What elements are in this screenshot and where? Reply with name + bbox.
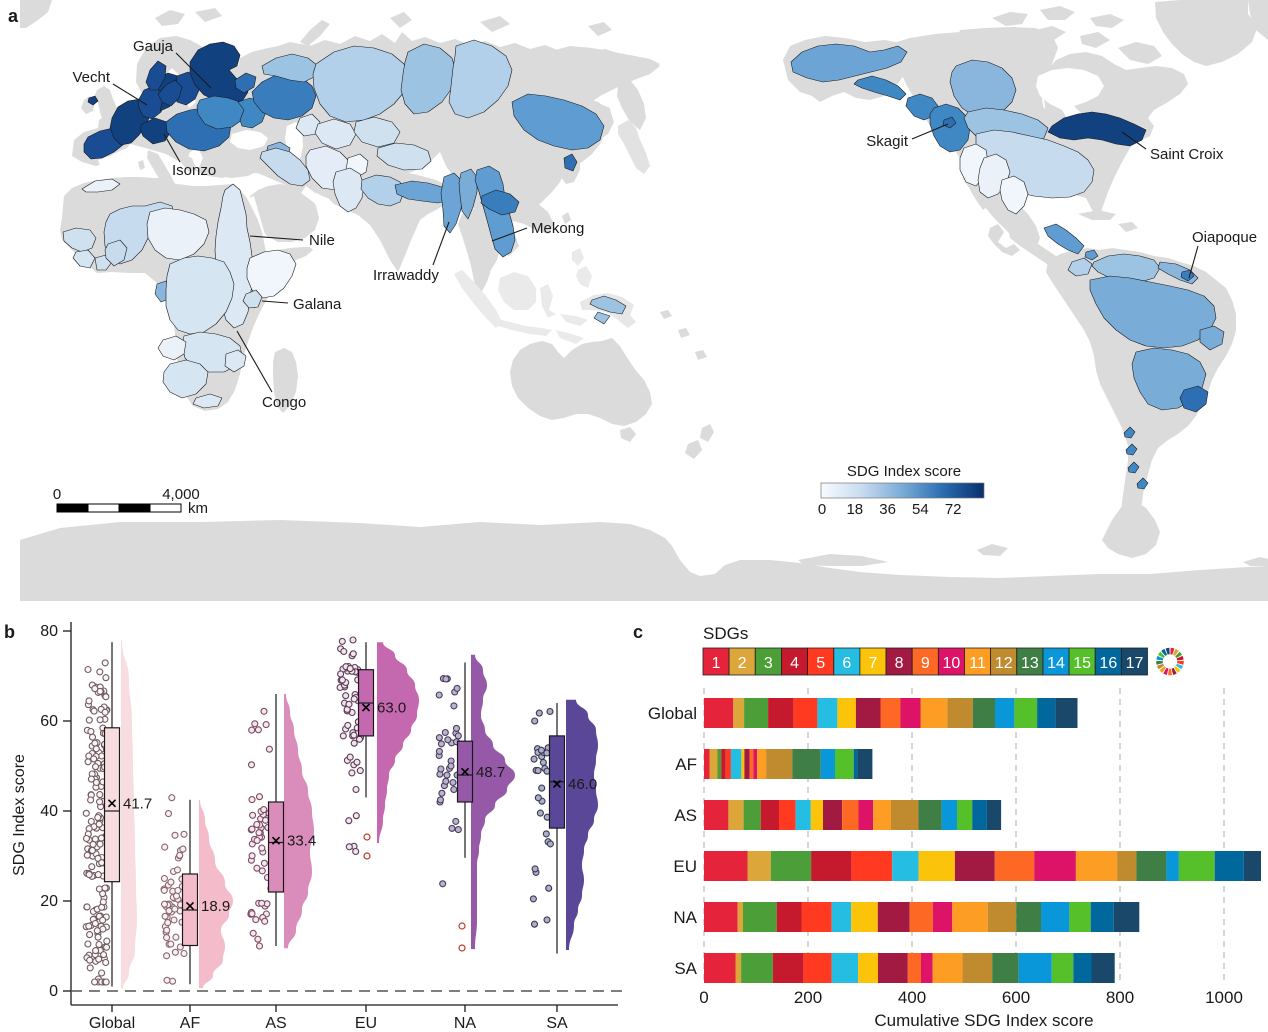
- svg-text:600: 600: [1002, 988, 1030, 1007]
- svg-text:18.9: 18.9: [201, 898, 230, 915]
- svg-text:1: 1: [712, 655, 721, 672]
- svg-text:0: 0: [49, 983, 58, 1000]
- svg-text:33.4: 33.4: [287, 833, 316, 850]
- svg-text:AF: AF: [675, 755, 697, 774]
- svg-text:Cumulative SDG Index score: Cumulative SDG Index score: [874, 1011, 1093, 1030]
- svg-text:Mekong: Mekong: [531, 220, 584, 237]
- svg-text:9: 9: [921, 655, 930, 672]
- svg-text:Isonzo: Isonzo: [172, 162, 216, 179]
- svg-text:60: 60: [40, 713, 58, 730]
- svg-text:4,000: 4,000: [162, 486, 200, 503]
- svg-text:SDG Index score: SDG Index score: [11, 754, 28, 876]
- svg-text:16: 16: [1099, 655, 1117, 672]
- svg-text:1000: 1000: [1205, 988, 1243, 1007]
- svg-text:7: 7: [869, 655, 878, 672]
- svg-text:Global: Global: [89, 1015, 135, 1032]
- svg-text:NA: NA: [454, 1015, 477, 1032]
- svg-text:EU: EU: [673, 857, 697, 876]
- svg-text:SDG Index score: SDG Index score: [847, 463, 961, 480]
- svg-text:Nile: Nile: [309, 232, 335, 249]
- svg-text:Global: Global: [648, 704, 697, 723]
- svg-text:72: 72: [945, 501, 962, 518]
- svg-text:8: 8: [895, 655, 904, 672]
- svg-text:63.0: 63.0: [377, 700, 406, 717]
- svg-text:48.7: 48.7: [476, 764, 505, 781]
- svg-text:15: 15: [1073, 655, 1091, 672]
- svg-text:c: c: [633, 622, 643, 642]
- svg-text:54: 54: [912, 501, 929, 518]
- svg-text:AF: AF: [180, 1015, 201, 1032]
- svg-text:NA: NA: [673, 908, 697, 927]
- svg-text:b: b: [4, 622, 15, 642]
- svg-text:80: 80: [40, 623, 58, 640]
- svg-text:3: 3: [764, 655, 773, 672]
- svg-text:SA: SA: [546, 1015, 568, 1032]
- svg-text:13: 13: [1021, 655, 1039, 672]
- svg-text:10: 10: [943, 655, 961, 672]
- svg-text:12: 12: [995, 655, 1013, 672]
- svg-text:SDGs: SDGs: [703, 624, 748, 643]
- svg-text:4: 4: [790, 655, 799, 672]
- svg-text:AS: AS: [674, 806, 697, 825]
- svg-text:Vecht: Vecht: [72, 69, 110, 86]
- svg-text:SA: SA: [674, 959, 697, 978]
- svg-text:Irrawaddy: Irrawaddy: [373, 267, 439, 284]
- svg-text:17: 17: [1126, 655, 1144, 672]
- svg-text:Saint Croix: Saint Croix: [1150, 146, 1224, 163]
- svg-text:46.0: 46.0: [568, 776, 597, 793]
- svg-text:6: 6: [842, 655, 851, 672]
- svg-text:400: 400: [898, 988, 926, 1007]
- svg-text:0: 0: [53, 486, 61, 503]
- svg-text:18: 18: [846, 501, 863, 518]
- svg-text:Oiapoque: Oiapoque: [1192, 229, 1257, 246]
- svg-text:200: 200: [794, 988, 822, 1007]
- svg-text:Galana: Galana: [293, 296, 342, 313]
- svg-text:2: 2: [738, 655, 747, 672]
- svg-text:Skagit: Skagit: [866, 133, 909, 150]
- svg-text:0: 0: [818, 501, 826, 518]
- svg-text:0: 0: [699, 988, 708, 1007]
- svg-text:14: 14: [1047, 655, 1065, 672]
- svg-text:41.7: 41.7: [123, 795, 152, 812]
- svg-text:11: 11: [969, 655, 986, 672]
- svg-text:km: km: [188, 500, 208, 517]
- svg-text:Congo: Congo: [262, 394, 306, 411]
- svg-text:20: 20: [40, 893, 58, 910]
- svg-text:EU: EU: [355, 1015, 377, 1032]
- svg-text:AS: AS: [265, 1015, 286, 1032]
- svg-text:40: 40: [40, 803, 58, 820]
- svg-text:Gauja: Gauja: [133, 38, 174, 55]
- svg-text:36: 36: [879, 501, 896, 518]
- svg-text:5: 5: [816, 655, 825, 672]
- svg-text:800: 800: [1106, 988, 1134, 1007]
- svg-text:a: a: [8, 6, 19, 26]
